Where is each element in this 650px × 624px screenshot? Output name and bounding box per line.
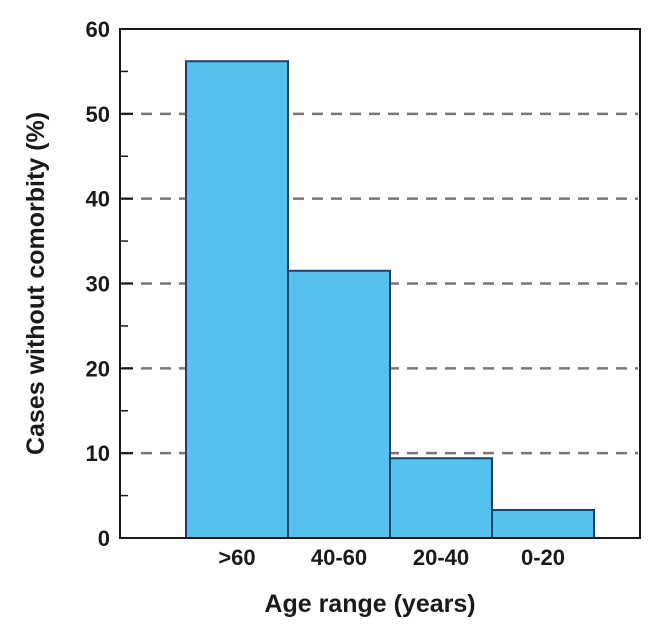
x-axis-title: Age range (years) <box>264 590 475 618</box>
bar <box>389 457 493 539</box>
bar <box>185 60 289 540</box>
y-tick-label: 40 <box>86 187 110 212</box>
x-tick-label: >60 <box>218 545 255 570</box>
x-tick-label: 40-60 <box>311 545 367 570</box>
bar <box>287 269 391 539</box>
y-tick-label: 50 <box>86 102 110 127</box>
y-tick-label: 60 <box>86 17 110 42</box>
plot-frame <box>119 28 641 539</box>
bar <box>491 509 595 540</box>
y-tick-label: 0 <box>98 526 110 551</box>
bars <box>185 60 595 540</box>
x-tick-label: 0-20 <box>521 545 565 570</box>
y-tick-label: 20 <box>86 356 110 381</box>
y-axis-title: Cases without comorbity (%) <box>22 112 50 455</box>
x-tick-label: 20-40 <box>413 545 469 570</box>
x-tick-labels: >60 40-60 20-40 0-20 <box>218 545 565 570</box>
y-tick-label: 30 <box>86 272 110 297</box>
y-tick-label: 10 <box>86 441 110 466</box>
y-axis: 0 10 20 30 40 50 60 <box>86 17 133 551</box>
